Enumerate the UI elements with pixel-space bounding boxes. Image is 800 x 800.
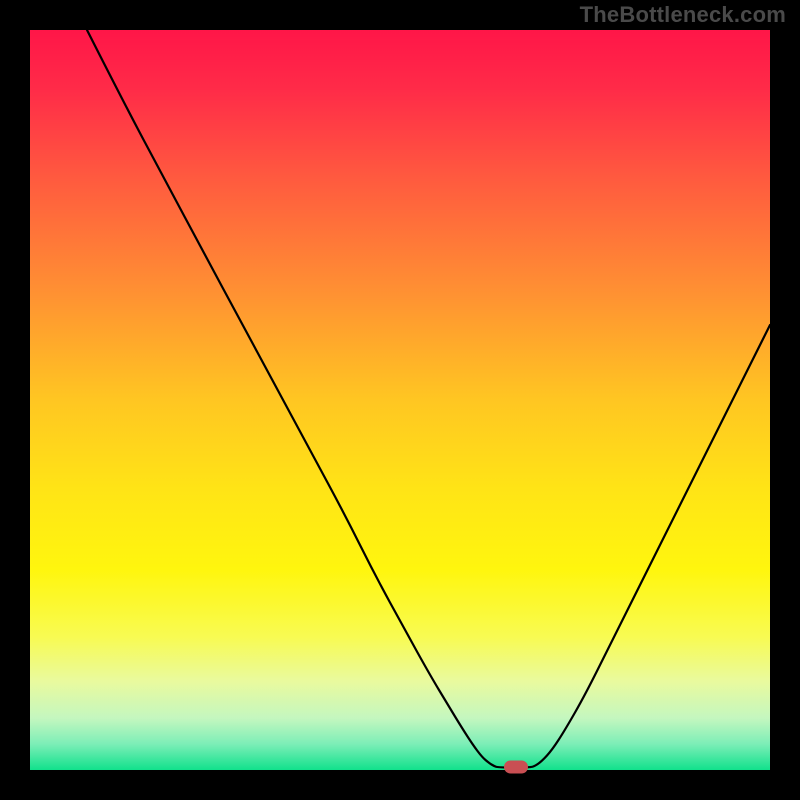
plot-gradient-background: [30, 30, 770, 770]
watermark-text: TheBottleneck.com: [580, 2, 786, 28]
bottleneck-chart: [0, 0, 800, 800]
optimal-point-marker: [504, 761, 528, 774]
chart-container: TheBottleneck.com: [0, 0, 800, 800]
